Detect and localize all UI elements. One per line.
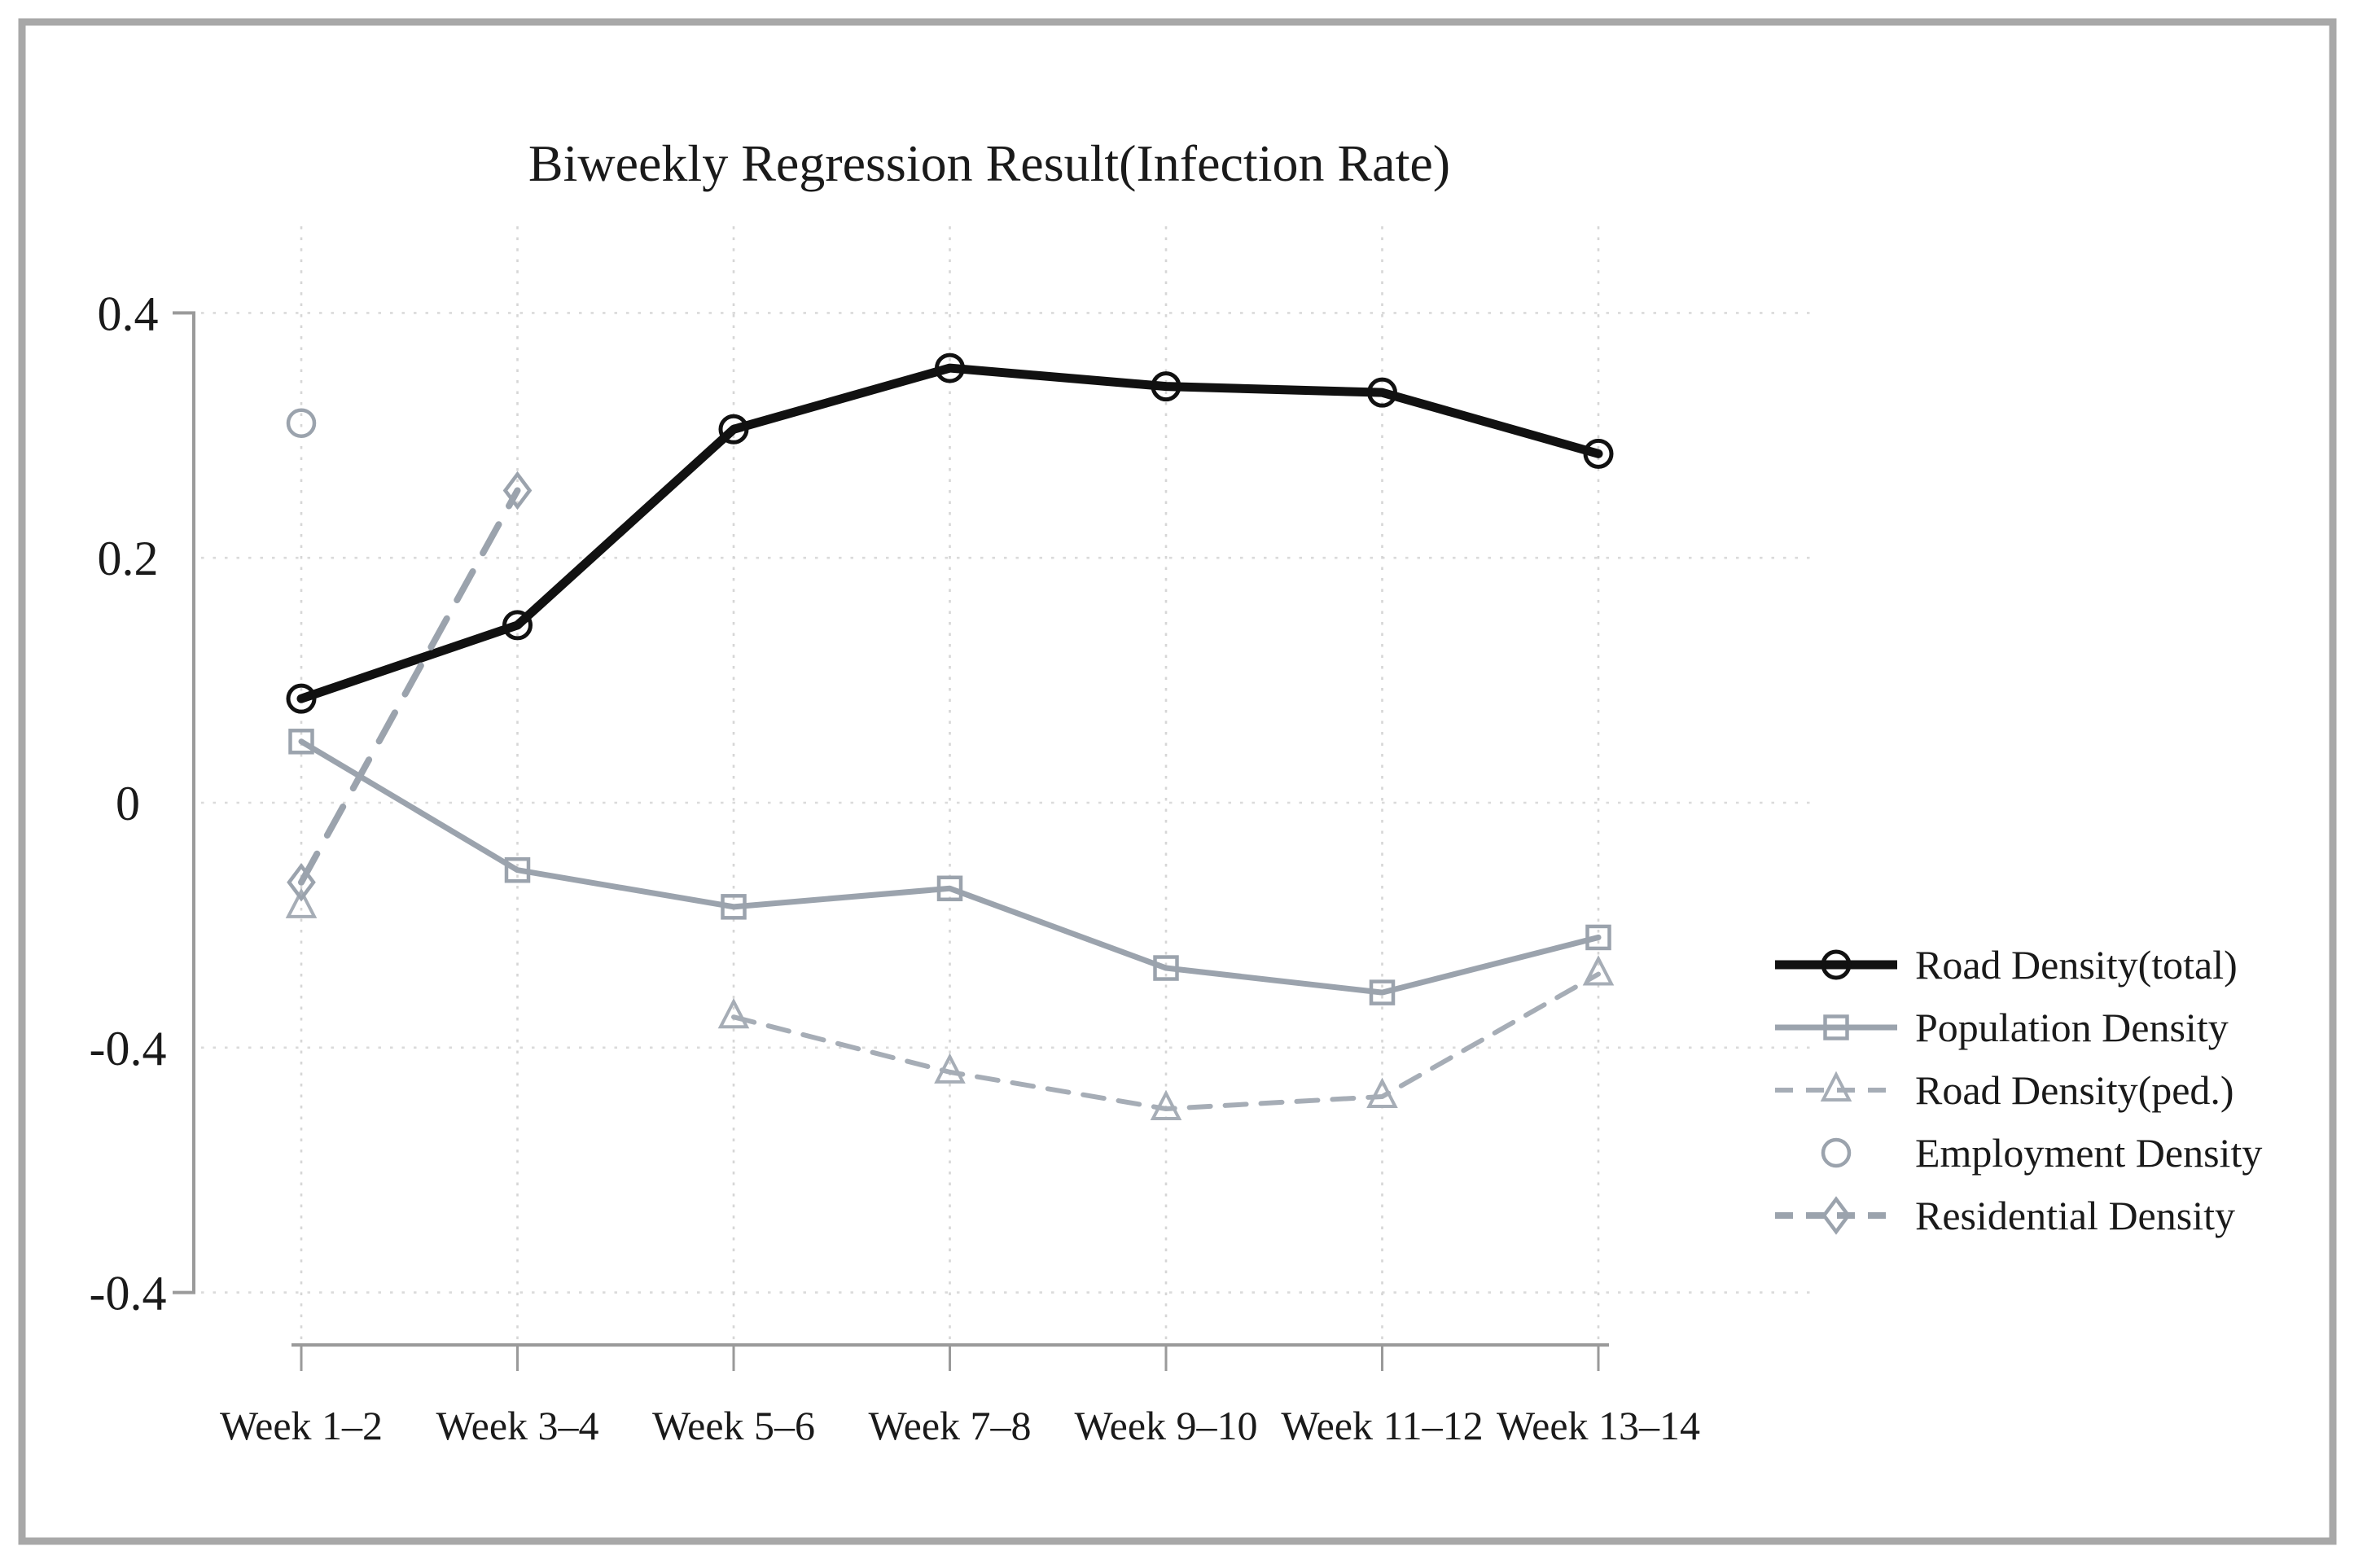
series-line-road-density-total: [296, 363, 1603, 703]
series-line-population-density: [298, 738, 1602, 996]
y-tick-label: 0.2: [98, 532, 159, 585]
marker-triangle-road-density-ped: [934, 1053, 966, 1084]
series-population-density: [288, 729, 1611, 1005]
series-employment-density: [286, 408, 317, 439]
legend-label: Road Density(total): [1915, 942, 2238, 988]
marker-square-population-density: [936, 875, 963, 902]
legend-item-road-density-total: Road Density(total): [1775, 942, 2238, 988]
legend-item-road-density-ped: Road Density(ped.): [1775, 1067, 2234, 1113]
marker-circle-road-density-total: [286, 683, 317, 714]
marker-square-population-density: [1153, 955, 1179, 981]
y-axis-spine: [173, 311, 195, 1294]
legend-item-population-density: Population Density: [1775, 1005, 2229, 1050]
y-tick-label: 0.4: [98, 287, 159, 340]
series-line-residential-density: [298, 487, 521, 886]
x-axis: Week 1–2 Week 3–4 Week 5–6 Week 7–8 Week 9–1…: [220, 1343, 1700, 1448]
series-road-density-ped: [285, 887, 1615, 1120]
marker-circle-road-density-total: [502, 610, 533, 641]
legend-label: Population Density: [1915, 1005, 2229, 1050]
y-tick-label: 0: [116, 777, 140, 830]
y-tick-label: -0.4: [90, 1267, 167, 1321]
legend-key-marker-diamond: [1821, 1196, 1851, 1235]
marker-circle-road-density-total: [718, 414, 749, 445]
marker-diamond-residential-density: [287, 863, 316, 902]
marker-circle-road-density-total: [1583, 438, 1614, 469]
data-series: [285, 353, 1615, 1120]
legend: Road Density(total) Population Density Roa…: [1775, 942, 2262, 1238]
marker-square-population-density: [1585, 924, 1611, 951]
marker-diamond-residential-density: [502, 471, 533, 510]
chart-title: Biweekly Regression Result(Infection Rat…: [528, 134, 1450, 192]
x-tick-label: Week 3–4: [436, 1403, 598, 1448]
y-axis: 0.4 0.2 0 -0.4 -0.4: [90, 287, 195, 1321]
marker-circle-road-density-total: [1151, 371, 1181, 402]
legend-key-marker-square: [1823, 1014, 1849, 1040]
legend-label: Employment Density: [1915, 1130, 2262, 1176]
series-road-density-total: [286, 353, 1614, 714]
x-tick-label: Week 11–12: [1281, 1403, 1483, 1448]
legend-key-marker-circle: [1821, 1137, 1852, 1168]
marker-square-population-density: [288, 729, 314, 755]
marker-triangle-road-density-ped: [717, 997, 750, 1029]
x-tick-label: Week 13–14: [1497, 1403, 1700, 1448]
x-tick-label: Week 5–6: [652, 1403, 815, 1448]
legend-item-employment-density: Employment Density: [1821, 1130, 2262, 1176]
x-tick-label: Week 7–8: [868, 1403, 1031, 1448]
marker-circle-employment-density: [286, 408, 317, 439]
series-line-road-density-ped: [731, 971, 1601, 1111]
y-tick-label: -0.4: [90, 1022, 167, 1075]
legend-key-marker-circle: [1821, 949, 1852, 980]
marker-square-population-density: [504, 856, 531, 883]
legend-label: Residential Density: [1915, 1193, 2235, 1238]
marker-circle-road-density-total: [1367, 377, 1397, 408]
x-tick-label: Week 9–10: [1074, 1403, 1257, 1448]
legend-key-marker-triangle: [1820, 1071, 1852, 1102]
x-tick-label: Week 1–2: [220, 1403, 383, 1448]
marker-triangle-road-density-ped: [1150, 1089, 1182, 1120]
marker-triangle-road-density-ped: [1582, 955, 1615, 986]
marker-triangle-road-density-ped: [285, 887, 318, 918]
series-residential-density: [287, 471, 533, 902]
marker-square-population-density: [721, 894, 747, 920]
marker-circle-road-density-total: [935, 353, 965, 383]
figure-border: [18, 18, 2337, 1545]
horizontal-gridlines: [201, 312, 1812, 1294]
legend-item-residential-density: Residential Density: [1775, 1193, 2235, 1238]
marker-triangle-road-density-ped: [1366, 1077, 1398, 1108]
marker-square-population-density: [1369, 979, 1396, 1005]
legend-label: Road Density(ped.): [1915, 1067, 2234, 1113]
